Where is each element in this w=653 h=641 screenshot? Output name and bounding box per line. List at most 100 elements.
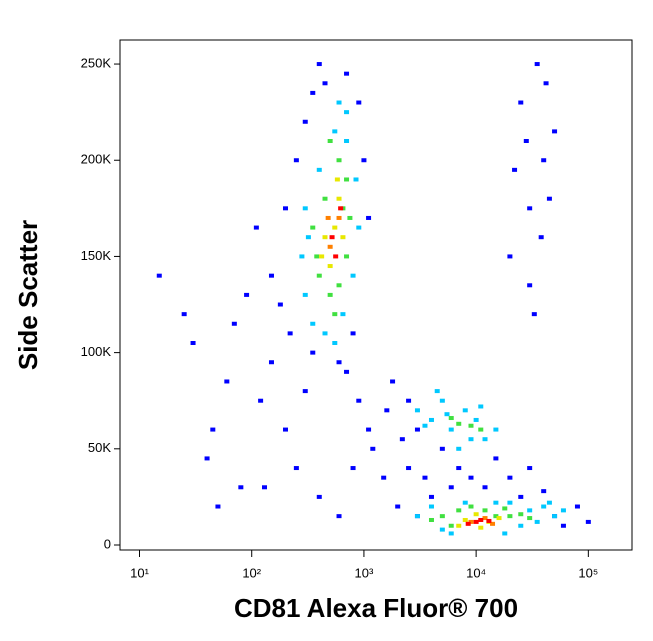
y-tick-label: 50K bbox=[88, 440, 111, 455]
point bbox=[518, 512, 524, 517]
point bbox=[302, 206, 308, 211]
point bbox=[322, 331, 328, 336]
point bbox=[302, 292, 308, 297]
point bbox=[444, 412, 450, 417]
point bbox=[439, 527, 445, 532]
point bbox=[336, 360, 342, 365]
point bbox=[305, 235, 311, 240]
point bbox=[507, 254, 513, 259]
point bbox=[473, 512, 479, 517]
point bbox=[268, 360, 274, 365]
point bbox=[327, 244, 333, 249]
point bbox=[319, 254, 325, 259]
point bbox=[310, 90, 316, 95]
point bbox=[541, 504, 547, 509]
point bbox=[310, 321, 316, 326]
point bbox=[482, 485, 488, 490]
point bbox=[456, 446, 462, 451]
point bbox=[468, 519, 474, 524]
point bbox=[527, 508, 533, 513]
point bbox=[366, 427, 372, 432]
point bbox=[422, 475, 428, 480]
point bbox=[478, 404, 484, 409]
point bbox=[448, 531, 454, 536]
point bbox=[350, 466, 356, 471]
point bbox=[316, 494, 322, 499]
point bbox=[502, 506, 508, 511]
point bbox=[327, 138, 333, 143]
point bbox=[325, 215, 331, 220]
point bbox=[215, 504, 221, 509]
point bbox=[356, 225, 362, 230]
point bbox=[428, 417, 434, 422]
point bbox=[527, 466, 533, 471]
point bbox=[302, 119, 308, 124]
point bbox=[546, 500, 552, 505]
point bbox=[314, 254, 320, 259]
point bbox=[356, 100, 362, 105]
point bbox=[512, 167, 518, 172]
point bbox=[390, 379, 396, 384]
point bbox=[302, 389, 308, 394]
point bbox=[224, 379, 230, 384]
point bbox=[336, 514, 342, 519]
x-tick-label: 10⁵ bbox=[578, 565, 598, 580]
point bbox=[344, 71, 350, 76]
point bbox=[334, 177, 340, 182]
point bbox=[282, 427, 288, 432]
point bbox=[478, 427, 484, 432]
point bbox=[552, 129, 558, 134]
point bbox=[238, 485, 244, 490]
point bbox=[336, 196, 342, 201]
point bbox=[493, 456, 499, 461]
point bbox=[414, 408, 420, 413]
point bbox=[434, 389, 440, 394]
point bbox=[482, 508, 488, 513]
point bbox=[493, 514, 499, 519]
point bbox=[347, 215, 353, 220]
point bbox=[190, 340, 196, 345]
point bbox=[456, 421, 462, 426]
point bbox=[527, 516, 533, 521]
point bbox=[299, 254, 305, 259]
point bbox=[493, 427, 499, 432]
point bbox=[538, 235, 544, 240]
point bbox=[428, 504, 434, 509]
point bbox=[465, 521, 471, 526]
point bbox=[482, 516, 488, 521]
point bbox=[448, 427, 454, 432]
point bbox=[493, 500, 499, 505]
point bbox=[496, 516, 502, 521]
point bbox=[552, 514, 558, 519]
point bbox=[310, 225, 316, 230]
point bbox=[428, 517, 434, 522]
point bbox=[399, 437, 405, 442]
point bbox=[353, 177, 359, 182]
point bbox=[310, 350, 316, 355]
point bbox=[344, 254, 350, 259]
point bbox=[293, 158, 299, 163]
point bbox=[406, 466, 412, 471]
point bbox=[482, 437, 488, 442]
plot-frame bbox=[119, 39, 633, 551]
point bbox=[231, 321, 237, 326]
point bbox=[546, 196, 552, 201]
point bbox=[322, 81, 328, 86]
point bbox=[344, 138, 350, 143]
point bbox=[456, 523, 462, 528]
y-axis-title: Side Scatter bbox=[13, 220, 43, 370]
point bbox=[574, 504, 580, 509]
point bbox=[448, 485, 454, 490]
point bbox=[329, 235, 335, 240]
point bbox=[361, 158, 367, 163]
point bbox=[338, 206, 344, 211]
point bbox=[244, 292, 250, 297]
point bbox=[350, 331, 356, 336]
point bbox=[350, 273, 356, 278]
point bbox=[381, 475, 387, 480]
point bbox=[507, 514, 513, 519]
point bbox=[406, 398, 412, 403]
point bbox=[336, 215, 342, 220]
point bbox=[181, 312, 187, 317]
